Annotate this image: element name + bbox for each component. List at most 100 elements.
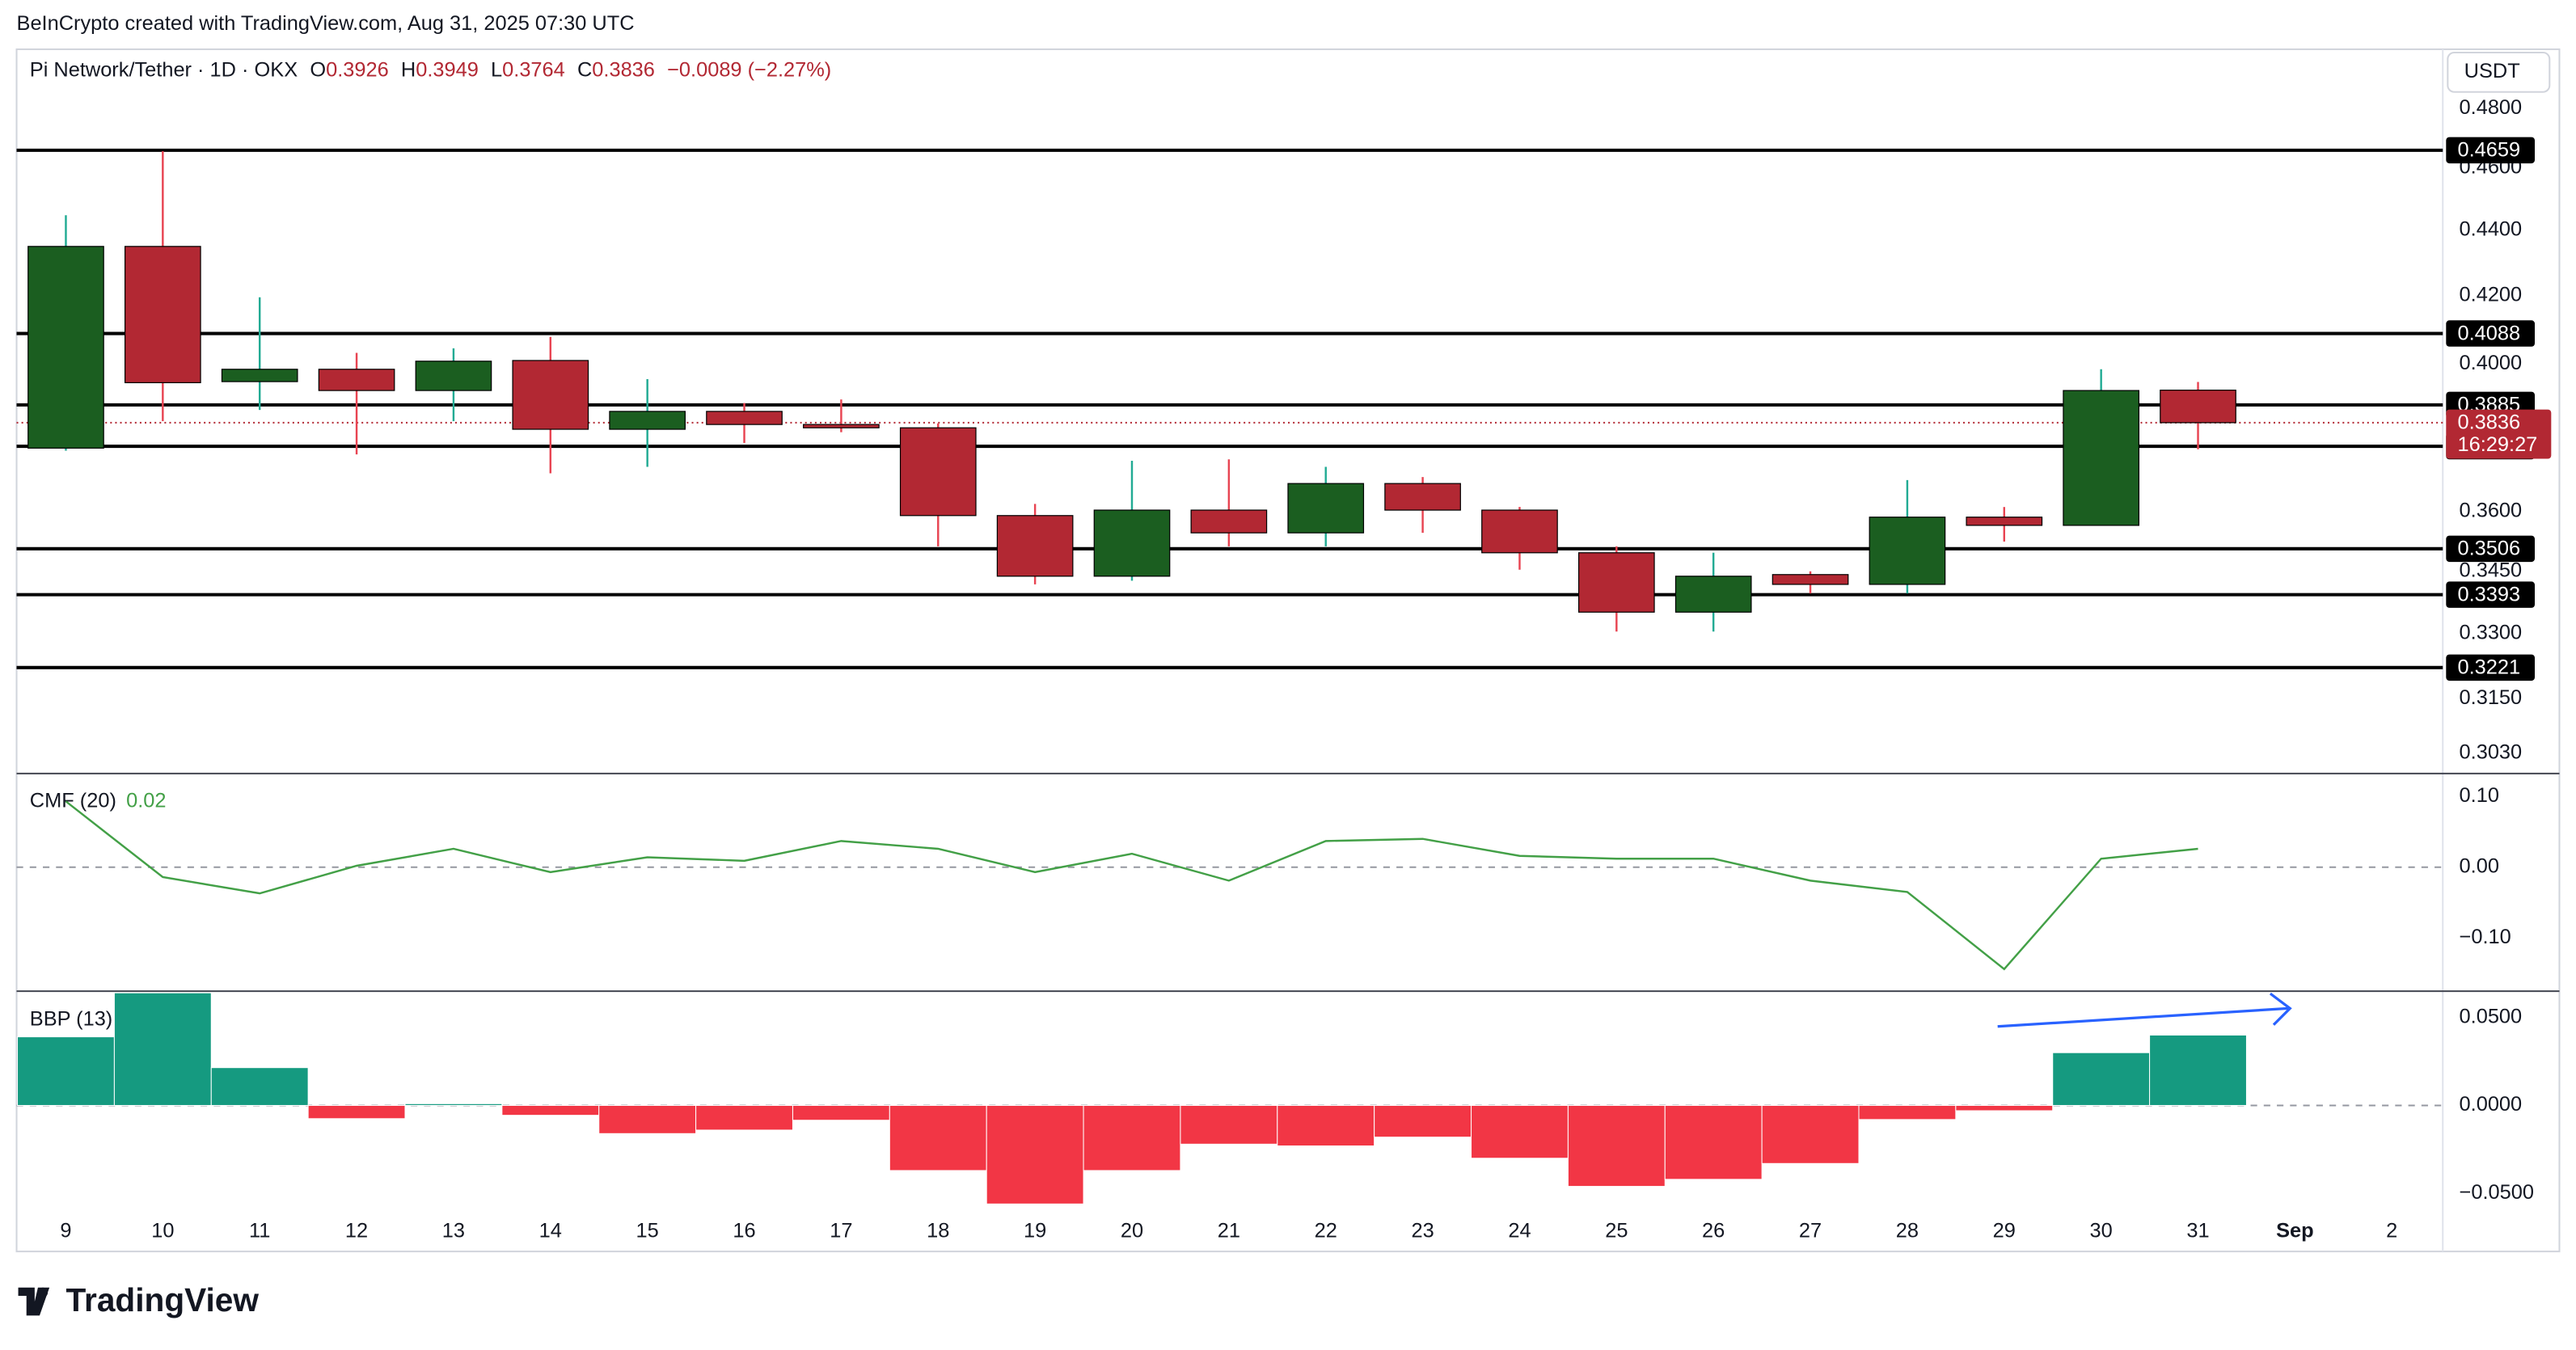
indicator-name: CMF (20) 0.02 [30,789,167,812]
candle-body [124,246,201,384]
ohlc-value: 0.3836 [592,58,655,81]
bbp-bar [1471,1104,1569,1159]
level-label-box [2446,137,2536,164]
ohlc-label: C [577,58,592,81]
bbp-bar [501,1104,600,1116]
y-tick-label: −0.10 [2460,926,2511,948]
x-tick-label: 25 [1605,1219,1628,1242]
candle-body [1384,483,1461,511]
y-tick-label: 0.3600 [2460,500,2523,522]
change: −0.0089 (−2.27%) [667,58,831,81]
x-tick-label: 31 [2186,1219,2209,1242]
candle-body [221,369,298,382]
x-tick-label: 9 [60,1219,71,1242]
level-label-box [2446,535,2536,563]
bbp-bar [1083,1104,1181,1171]
x-tick-label: 24 [1508,1219,1531,1242]
bbp-bar [2149,1034,2247,1106]
bbp-bar [598,1104,697,1134]
candle-body [1772,574,1849,585]
level-label: 0.4659 [2458,139,2521,162]
level-label: 0.3221 [2458,656,2521,679]
bbp-bar [113,992,212,1106]
cmf-line [65,800,2198,971]
x-tick-label: 11 [249,1219,270,1242]
logo-dot [37,1287,49,1297]
ohlc-label: L [491,58,502,81]
level-label-box [2446,581,2536,608]
candle-body [706,411,783,425]
y-tick-label: −0.0500 [2460,1181,2534,1204]
candle-body [415,361,492,391]
bbp-bar [889,1104,987,1171]
countdown: 16:29:27 [2458,433,2538,456]
bbp-bar [1664,1104,1763,1180]
cmf-value: 0.02 [126,789,166,812]
y-tick-label: 0.3450 [2460,559,2523,581]
bbp-bar [695,1104,793,1131]
x-tick-label: Sep [2276,1219,2314,1242]
ohlc-label: H [401,58,416,81]
ohlc-value: 0.3764 [502,58,565,81]
x-tick-label: 23 [1411,1219,1434,1242]
y-tick-label: 0.0500 [2460,1005,2523,1027]
candle-body [318,369,395,391]
arrow-line [1997,1006,2289,1028]
level-label-box [2446,320,2536,347]
logo [18,1287,50,1316]
currency-box[interactable] [2447,51,2551,93]
ohlc-value: 0.3949 [416,58,479,81]
bbp-bar [17,1036,115,1106]
bbp-bar [1567,1104,1666,1188]
bbp-bar [404,1103,503,1106]
x-tick-label: 28 [1896,1219,1919,1242]
x-tick-label: 26 [1702,1219,1725,1242]
bbp-bar [792,1104,890,1121]
y-tick-label: 0.10 [2460,784,2499,807]
x-tick-label: 22 [1315,1219,1337,1242]
x-tick-label: 27 [1799,1219,1822,1242]
bbp-bar [1761,1104,1860,1164]
bbp-bar [1374,1104,1472,1138]
bbp-bar [986,1104,1084,1204]
credit: BeInCrypto created with TradingView.com,… [17,12,635,35]
indicator-name: BBP (13) [30,1007,112,1030]
bbp-bar [1858,1104,1957,1120]
cmf-name: CMF (20) [30,789,116,812]
candle-body [899,427,977,517]
x-tick-label: 15 [636,1219,659,1242]
candle-body [2160,390,2236,424]
y-tick-label: 0.0000 [2460,1093,2523,1116]
legend: Pi Network/Tether · 1D · OKX O0.3926 H0.… [30,58,832,81]
x-tick-label: 14 [539,1219,562,1242]
candle-body [1287,483,1365,534]
last-price-box [2446,409,2552,459]
x-tick-label: 29 [1993,1219,2016,1242]
level-label-box [2446,654,2536,681]
y-tick-label: 0.3300 [2460,622,2523,644]
candle-body [512,360,589,430]
trend-arrow [1997,992,2292,1028]
level-label: 0.3506 [2458,538,2521,560]
candle-body [1093,509,1171,577]
candle-body [1577,552,1655,613]
frame [15,48,2561,1253]
candle-body [1674,576,1752,613]
bbp-bar [1277,1104,1375,1147]
level-label: 0.3393 [2458,583,2521,605]
y-tick-label: 0.4000 [2460,352,2523,374]
y-tick-label: 0.3150 [2460,686,2523,709]
bbp-bar [1180,1104,1278,1145]
x-tick-label: 10 [151,1219,174,1242]
y-tick-label: 0.4800 [2460,96,2523,119]
ohlc-value: 0.3926 [326,58,389,81]
bbp-bar [1955,1104,2054,1112]
x-tick-label: 13 [442,1219,465,1242]
candle-body [803,424,880,428]
y-tick-label: 0.00 [2460,854,2499,877]
currency[interactable]: USDT [2464,60,2520,82]
level-label: 0.4088 [2458,322,2521,344]
brand: TradingView [65,1281,259,1318]
candle-body [996,515,1074,577]
x-tick-label: 21 [1218,1219,1240,1242]
